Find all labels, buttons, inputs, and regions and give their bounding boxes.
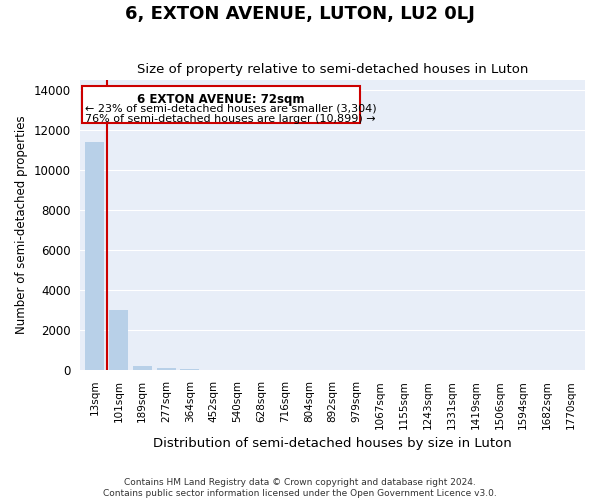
- Bar: [85, 142, 104, 370]
- Text: 6, EXTON AVENUE, LUTON, LU2 0LJ: 6, EXTON AVENUE, LUTON, LU2 0LJ: [125, 5, 475, 23]
- Text: 76% of semi-detached houses are larger (10,899) →: 76% of semi-detached houses are larger (…: [85, 114, 376, 124]
- Text: ← 23% of semi-detached houses are smaller (3,304): ← 23% of semi-detached houses are smalle…: [85, 104, 377, 114]
- Bar: [133, 366, 152, 370]
- Bar: [181, 369, 199, 370]
- Bar: [82, 86, 359, 123]
- Bar: [157, 368, 176, 370]
- Title: Size of property relative to semi-detached houses in Luton: Size of property relative to semi-detach…: [137, 63, 529, 76]
- X-axis label: Distribution of semi-detached houses by size in Luton: Distribution of semi-detached houses by …: [154, 437, 512, 450]
- Bar: [109, 310, 128, 370]
- Text: 6 EXTON AVENUE: 72sqm: 6 EXTON AVENUE: 72sqm: [137, 92, 304, 106]
- Y-axis label: Number of semi-detached properties: Number of semi-detached properties: [15, 116, 28, 334]
- Text: Contains HM Land Registry data © Crown copyright and database right 2024.
Contai: Contains HM Land Registry data © Crown c…: [103, 478, 497, 498]
